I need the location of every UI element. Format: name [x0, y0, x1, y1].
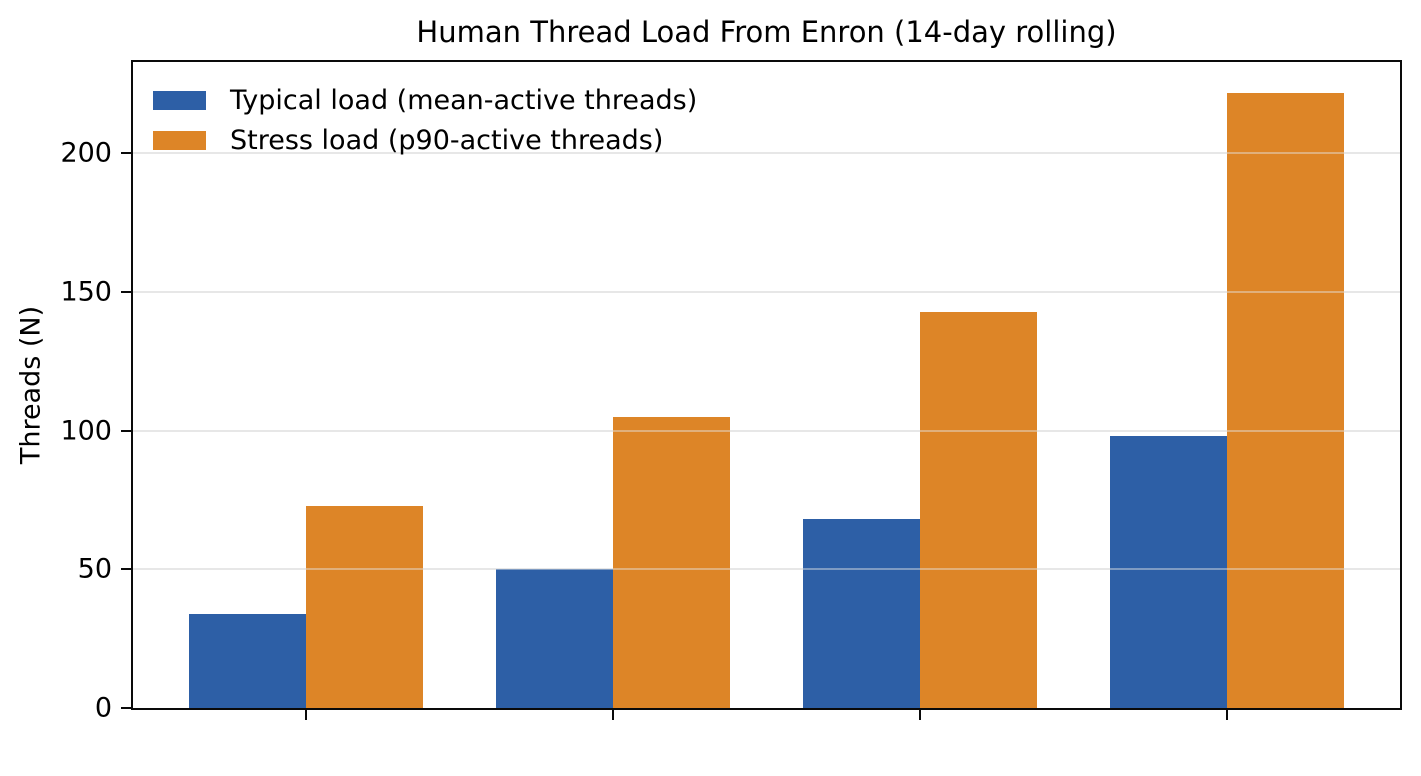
gridline-overlay-y-150 — [133, 291, 1400, 294]
y-tick-mark-200 — [121, 152, 131, 155]
gridlines-layer — [133, 62, 1400, 708]
bar-90th-stress-load-p90-active-threads — [1226, 92, 1344, 708]
bar-25th-typical-load-mean-active-threads — [189, 613, 307, 708]
x-tick-mark-75th — [918, 710, 921, 720]
gridline-y-150 — [133, 291, 1400, 294]
gridline-y-100 — [133, 429, 1400, 432]
y-tick-mark-150 — [121, 291, 131, 294]
bar-75th-stress-load-p90-active-threads — [919, 311, 1037, 708]
gridline-overlay-y-50 — [133, 568, 1400, 571]
y-tick-mark-0 — [121, 707, 131, 709]
y-tick-label-200: 200 — [60, 137, 112, 169]
y-tick-mark-50 — [121, 568, 131, 571]
bar-25th-stress-load-p90-active-threads — [306, 505, 424, 708]
legend-label-stress-load-p90-active-threads: Stress load (p90-active threads) — [230, 124, 664, 156]
plot-area: Typical load (mean-active threads) Stress… — [131, 60, 1402, 710]
gridline-y-200 — [133, 152, 1400, 155]
bar-50th-typical-load-mean-active-threads — [496, 569, 614, 708]
x-tick-mark-25th — [305, 710, 308, 720]
legend-item-stress-load-p90-active-threads: Stress load (p90-active threads) — [153, 120, 697, 160]
gridline-overlay-y-100 — [133, 429, 1400, 432]
x-tick-mark-50th — [612, 710, 615, 720]
bar-75th-typical-load-mean-active-threads — [802, 519, 920, 708]
y-axis-label: Threads (N) — [15, 305, 47, 465]
chart-title: Human Thread Load From Enron (14-day rol… — [416, 15, 1117, 49]
gridline-y-50 — [133, 568, 1400, 571]
legend-item-typical-load-mean-active-threads: Typical load (mean-active threads) — [153, 80, 697, 120]
bars-layer — [133, 62, 1400, 708]
gridline-overlay-layer — [133, 62, 1400, 708]
y-tick-label-150: 150 — [60, 276, 112, 308]
y-tick-label-100: 100 — [60, 415, 112, 447]
legend-label-typical-load-mean-active-threads: Typical load (mean-active threads) — [230, 84, 698, 116]
y-tick-label-0: 0 — [94, 692, 112, 724]
x-tick-mark-90th — [1225, 710, 1228, 720]
gridline-overlay-y-200 — [133, 152, 1400, 155]
y-tick-label-50: 50 — [77, 553, 112, 585]
legend: Typical load (mean-active threads) Stress… — [153, 80, 697, 160]
bar-50th-stress-load-p90-active-threads — [613, 416, 731, 708]
y-tick-mark-100 — [121, 429, 131, 432]
legend-swatch-typical-load-mean-active-threads — [153, 90, 206, 110]
bar-90th-typical-load-mean-active-threads — [1109, 436, 1227, 708]
legend-swatch-stress-load-p90-active-threads — [153, 130, 206, 150]
